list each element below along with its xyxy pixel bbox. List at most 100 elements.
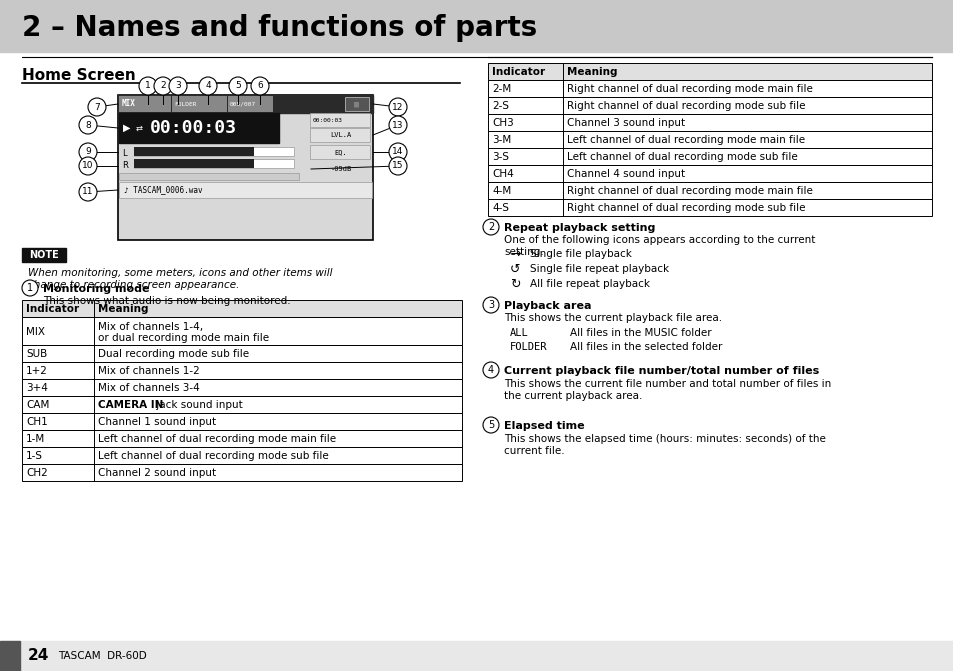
Text: Current playback file number/total number of files: Current playback file number/total numbe…	[503, 366, 819, 376]
Bar	[0, 641, 20, 671]
Circle shape	[251, 77, 269, 95]
Text: 10: 10	[82, 162, 93, 170]
Bar	[119, 173, 298, 180]
Text: 3-M: 3-M	[492, 135, 511, 145]
Text: Right channel of dual recording mode sub file: Right channel of dual recording mode sub…	[566, 203, 804, 213]
Text: 1-M: 1-M	[26, 434, 45, 444]
Text: Right channel of dual recording mode main file: Right channel of dual recording mode mai…	[566, 84, 812, 94]
Text: 1-S: 1-S	[26, 451, 43, 461]
Bar	[228, 96, 273, 112]
Text: →: →	[510, 248, 520, 261]
Text: Playback area: Playback area	[503, 301, 591, 311]
Bar	[22, 413, 461, 430]
Bar	[22, 447, 461, 464]
Circle shape	[79, 183, 97, 201]
Text: CH2: CH2	[26, 468, 48, 478]
Text: 1: 1	[145, 81, 151, 91]
Text: ALL: ALL	[510, 328, 528, 338]
Bar	[310, 113, 370, 127]
Text: This shows the elapsed time (hours: minutes: seconds) of the
current file.: This shows the elapsed time (hours: minu…	[503, 434, 825, 456]
Bar	[310, 145, 370, 159]
Text: Right channel of dual recording mode main file: Right channel of dual recording mode mai…	[566, 186, 812, 196]
Text: Left channel of dual recording mode main file: Left channel of dual recording mode main…	[566, 135, 804, 145]
Text: 2-M: 2-M	[492, 84, 511, 94]
Text: 12: 12	[392, 103, 403, 111]
Circle shape	[139, 77, 157, 95]
Text: 6: 6	[257, 81, 263, 91]
Bar	[133, 147, 294, 156]
Bar	[119, 182, 372, 198]
Bar	[488, 97, 931, 114]
Text: Channel 3 sound input: Channel 3 sound input	[566, 118, 684, 128]
Text: 7: 7	[94, 103, 100, 111]
Text: Indicator: Indicator	[26, 304, 79, 314]
Text: 2-S: 2-S	[492, 101, 509, 111]
Bar	[488, 182, 931, 199]
Text: Right channel of dual recording mode sub file: Right channel of dual recording mode sub…	[566, 101, 804, 111]
Text: 3-S: 3-S	[492, 152, 509, 162]
Text: Monitoring mode: Monitoring mode	[43, 284, 150, 294]
Circle shape	[389, 98, 407, 116]
Bar	[310, 128, 370, 142]
Bar	[22, 362, 461, 379]
Text: 4-S: 4-S	[492, 203, 509, 213]
Circle shape	[169, 77, 187, 95]
Text: Single file playback: Single file playback	[530, 249, 631, 259]
Text: CAM: CAM	[26, 400, 50, 410]
Text: Indicator: Indicator	[492, 67, 544, 77]
Text: 5: 5	[487, 420, 494, 430]
Text: Home Screen: Home Screen	[22, 68, 135, 83]
Text: ▶: ▶	[123, 123, 131, 133]
Circle shape	[153, 77, 172, 95]
Text: ↺: ↺	[510, 263, 520, 276]
Text: FOLDER: FOLDER	[173, 101, 196, 107]
Bar	[488, 80, 931, 97]
Circle shape	[482, 219, 498, 235]
Text: When monitoring, some meters, icons and other items will
change to recording scr: When monitoring, some meters, icons and …	[28, 268, 333, 290]
Text: LVL.A: LVL.A	[330, 132, 352, 138]
Circle shape	[389, 157, 407, 175]
Bar	[22, 464, 461, 481]
Text: CH4: CH4	[492, 169, 514, 179]
Text: Channel 4 sound input: Channel 4 sound input	[566, 169, 684, 179]
Text: One of the following icons appears according to the current
setting.: One of the following icons appears accor…	[503, 235, 815, 256]
Text: Meaning: Meaning	[98, 304, 149, 314]
Bar	[119, 96, 171, 112]
Text: Left channel of dual recording mode sub file: Left channel of dual recording mode sub …	[566, 152, 797, 162]
Text: All files in the MUSIC folder: All files in the MUSIC folder	[569, 328, 711, 338]
Circle shape	[482, 362, 498, 378]
Bar	[118, 95, 373, 240]
Circle shape	[199, 77, 216, 95]
Text: This shows the current file number and total number of files in
the current play: This shows the current file number and t…	[503, 379, 830, 401]
Text: 00:00:03: 00:00:03	[150, 119, 236, 137]
Bar	[0, 0, 953, 52]
Bar	[22, 317, 461, 345]
Text: 3+4: 3+4	[26, 383, 48, 393]
Circle shape	[482, 297, 498, 313]
Circle shape	[389, 116, 407, 134]
Bar	[488, 148, 931, 165]
Text: NOTE: NOTE	[30, 250, 59, 260]
Text: 1: 1	[27, 283, 33, 293]
Circle shape	[79, 116, 97, 134]
Text: Channel 1 sound input: Channel 1 sound input	[98, 417, 216, 427]
Bar	[22, 430, 461, 447]
Bar	[488, 114, 931, 131]
Text: Elapsed time: Elapsed time	[503, 421, 584, 431]
Bar	[133, 147, 253, 156]
Text: EQ.: EQ.	[335, 149, 347, 155]
Bar	[22, 248, 66, 262]
Text: Mix of channels 3-4: Mix of channels 3-4	[98, 383, 199, 393]
Text: 1+2: 1+2	[26, 366, 48, 376]
Text: This shows the current playback file area.: This shows the current playback file are…	[503, 313, 721, 323]
Bar	[488, 63, 931, 80]
Bar	[133, 159, 253, 168]
Text: 24: 24	[28, 648, 50, 664]
Text: MIX: MIX	[122, 99, 135, 109]
Text: jack sound input: jack sound input	[152, 400, 242, 410]
Text: CAMERA IN: CAMERA IN	[98, 400, 163, 410]
Text: 8: 8	[85, 121, 91, 130]
Text: SUB: SUB	[26, 349, 48, 359]
Circle shape	[229, 77, 247, 95]
Text: 5: 5	[234, 81, 240, 91]
